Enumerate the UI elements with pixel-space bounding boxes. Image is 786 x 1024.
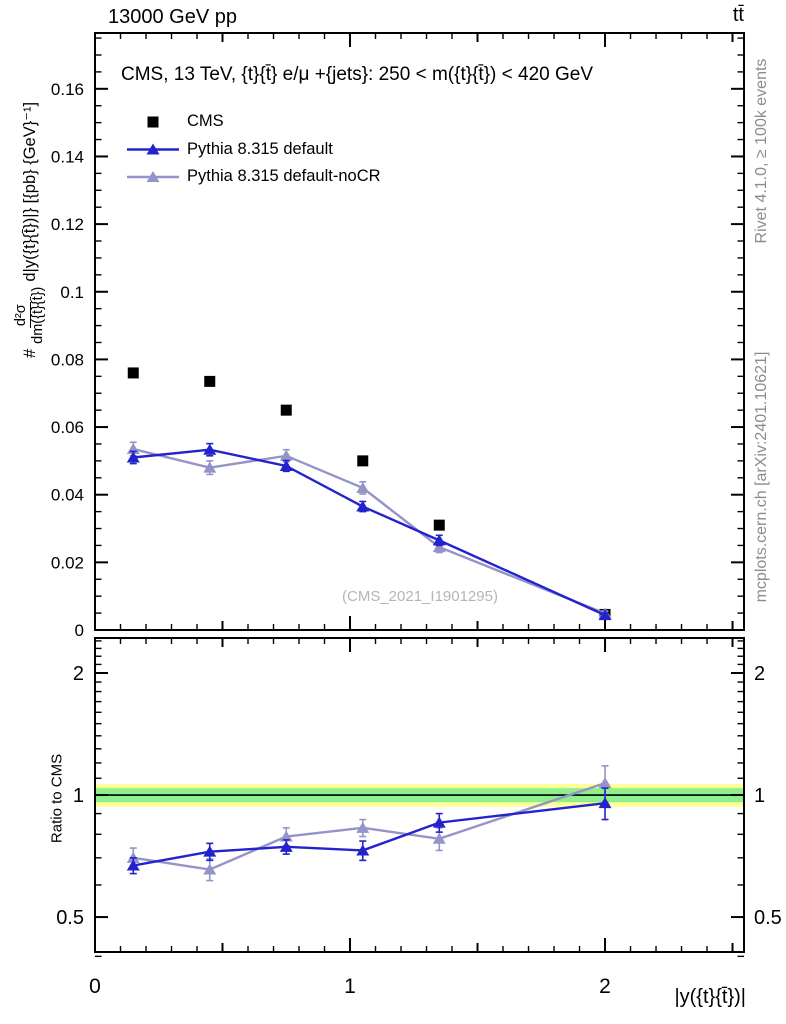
ratio-y-tick-label-right: 2 [754, 663, 765, 685]
y-tick-label: 0.12 [51, 215, 84, 234]
cms-data-marker [127, 367, 139, 379]
mc-data-marker [432, 541, 446, 553]
series-line [132, 447, 606, 615]
mc-data-marker [203, 845, 217, 857]
ratio-y-tick-label-left: 2 [73, 663, 84, 685]
mc-data-marker [279, 840, 293, 852]
plot-title: CMS, 13 TeV, {t}{t̄} e/μ +{jets}: 250 < … [121, 64, 594, 85]
y-title-denominator: dm({t}{t̄}) [29, 286, 46, 344]
mc-data-marker [146, 143, 160, 155]
y-tick-label: 0 [75, 621, 84, 640]
cms-data-marker [280, 404, 292, 416]
mc-data-marker [432, 816, 446, 828]
legend-markers [127, 116, 179, 182]
series-triangle-2323cd [126, 787, 612, 875]
mc-data-marker [146, 171, 160, 182]
x-axis-title: |y({t}{t̄})| [674, 986, 746, 1008]
legend-label-pythia-nocr: Pythia 8.315 default-noCR [187, 167, 381, 185]
process-label: tt̄ [732, 4, 744, 26]
series-triangle-9494c8 [126, 765, 612, 882]
mc-data-marker [126, 859, 140, 871]
mc-data-marker [598, 609, 612, 621]
mc-data-marker [203, 461, 217, 473]
series-line [133, 801, 606, 867]
y-tick-label: 0.14 [51, 147, 84, 166]
mc-data-marker [432, 534, 446, 546]
y-title-fraction: d²σ dm({t}{t̄}) [12, 286, 47, 344]
mc-data-marker [279, 449, 293, 461]
series-line [133, 448, 606, 617]
series-triangle-2323cd [126, 442, 612, 621]
legend-label-cms: CMS [187, 112, 224, 130]
ratio-y-tick-label-right: 0.5 [754, 907, 782, 929]
mcplots-arxiv-note: mcplots.cern.ch [arXiv:2401.10621] [753, 351, 770, 603]
ratio-y-tick-label-left: 0.5 [56, 907, 84, 929]
ratio-y-tick-label-left: 1 [73, 785, 84, 807]
cms-data-marker [147, 116, 159, 128]
y-tick-label: 0.16 [51, 80, 84, 99]
y-tick-label: 0.1 [60, 283, 84, 302]
mc-data-marker [598, 797, 612, 809]
main-y-axis-ticks: 0 0.02 0.04 0.06 0.08 0.1 0.12 0.14 0.16 [51, 37, 744, 640]
y-tick-label: 0.02 [51, 553, 84, 572]
x-tick-label: 1 [344, 975, 356, 998]
y-title-numerator: d²σ [12, 302, 31, 329]
x-tick-label: 0 [89, 975, 101, 998]
rivet-version-note: Rivet 4.1.0, ≥ 100k events [753, 58, 770, 244]
cms-data-marker [357, 455, 369, 467]
mc-data-marker [356, 481, 370, 493]
y-title-suffix: d|y({t}{t̄})|} [{pb} {GeV}⁻¹] [21, 101, 39, 282]
mc-data-marker [203, 443, 217, 455]
ratio-panel-data [126, 765, 612, 882]
mc-data-marker [598, 777, 612, 789]
mc-data-marker [203, 863, 217, 875]
ratio-y-tick-label-right: 1 [754, 785, 765, 807]
main-panel-frame [94, 32, 745, 631]
y-tick-label: 0.06 [51, 418, 84, 437]
mc-data-marker [356, 821, 370, 833]
main-y-axis-title: # d²σ dm({t}{t̄}) d|y({t}{t̄})|} [{pb} {… [8, 30, 52, 430]
mc-data-marker [432, 832, 446, 844]
analysis-id-watermark: (CMS_2021_I1901295) [342, 588, 498, 605]
mc-data-marker [126, 451, 140, 463]
ratio-y-axis-ticks: 0.5 0.5 1 1 2 2 [56, 640, 782, 958]
ratio-uncertainty-bands [95, 783, 744, 807]
x-tick-label: 2 [599, 975, 611, 998]
cms-data-marker [433, 519, 445, 531]
cms-data-marker [204, 375, 216, 387]
y-tick-label: 0.04 [51, 486, 84, 505]
y-title-prefix: # [20, 348, 39, 359]
legend-label-pythia-default: Pythia 8.315 default [187, 140, 333, 158]
mc-data-marker [279, 830, 293, 842]
mc-data-marker [356, 844, 370, 856]
mc-data-marker [356, 500, 370, 512]
x-axis-ticks: 0 1 2 [89, 33, 734, 998]
ratio-y-axis-title: Ratio to CMS [48, 753, 66, 844]
beam-energy-label: 13000 GeV pp [108, 6, 237, 28]
main-panel-data [126, 367, 612, 621]
series-line [133, 781, 606, 871]
y-tick-label: 0.08 [51, 350, 84, 369]
mc-data-marker [279, 459, 293, 471]
